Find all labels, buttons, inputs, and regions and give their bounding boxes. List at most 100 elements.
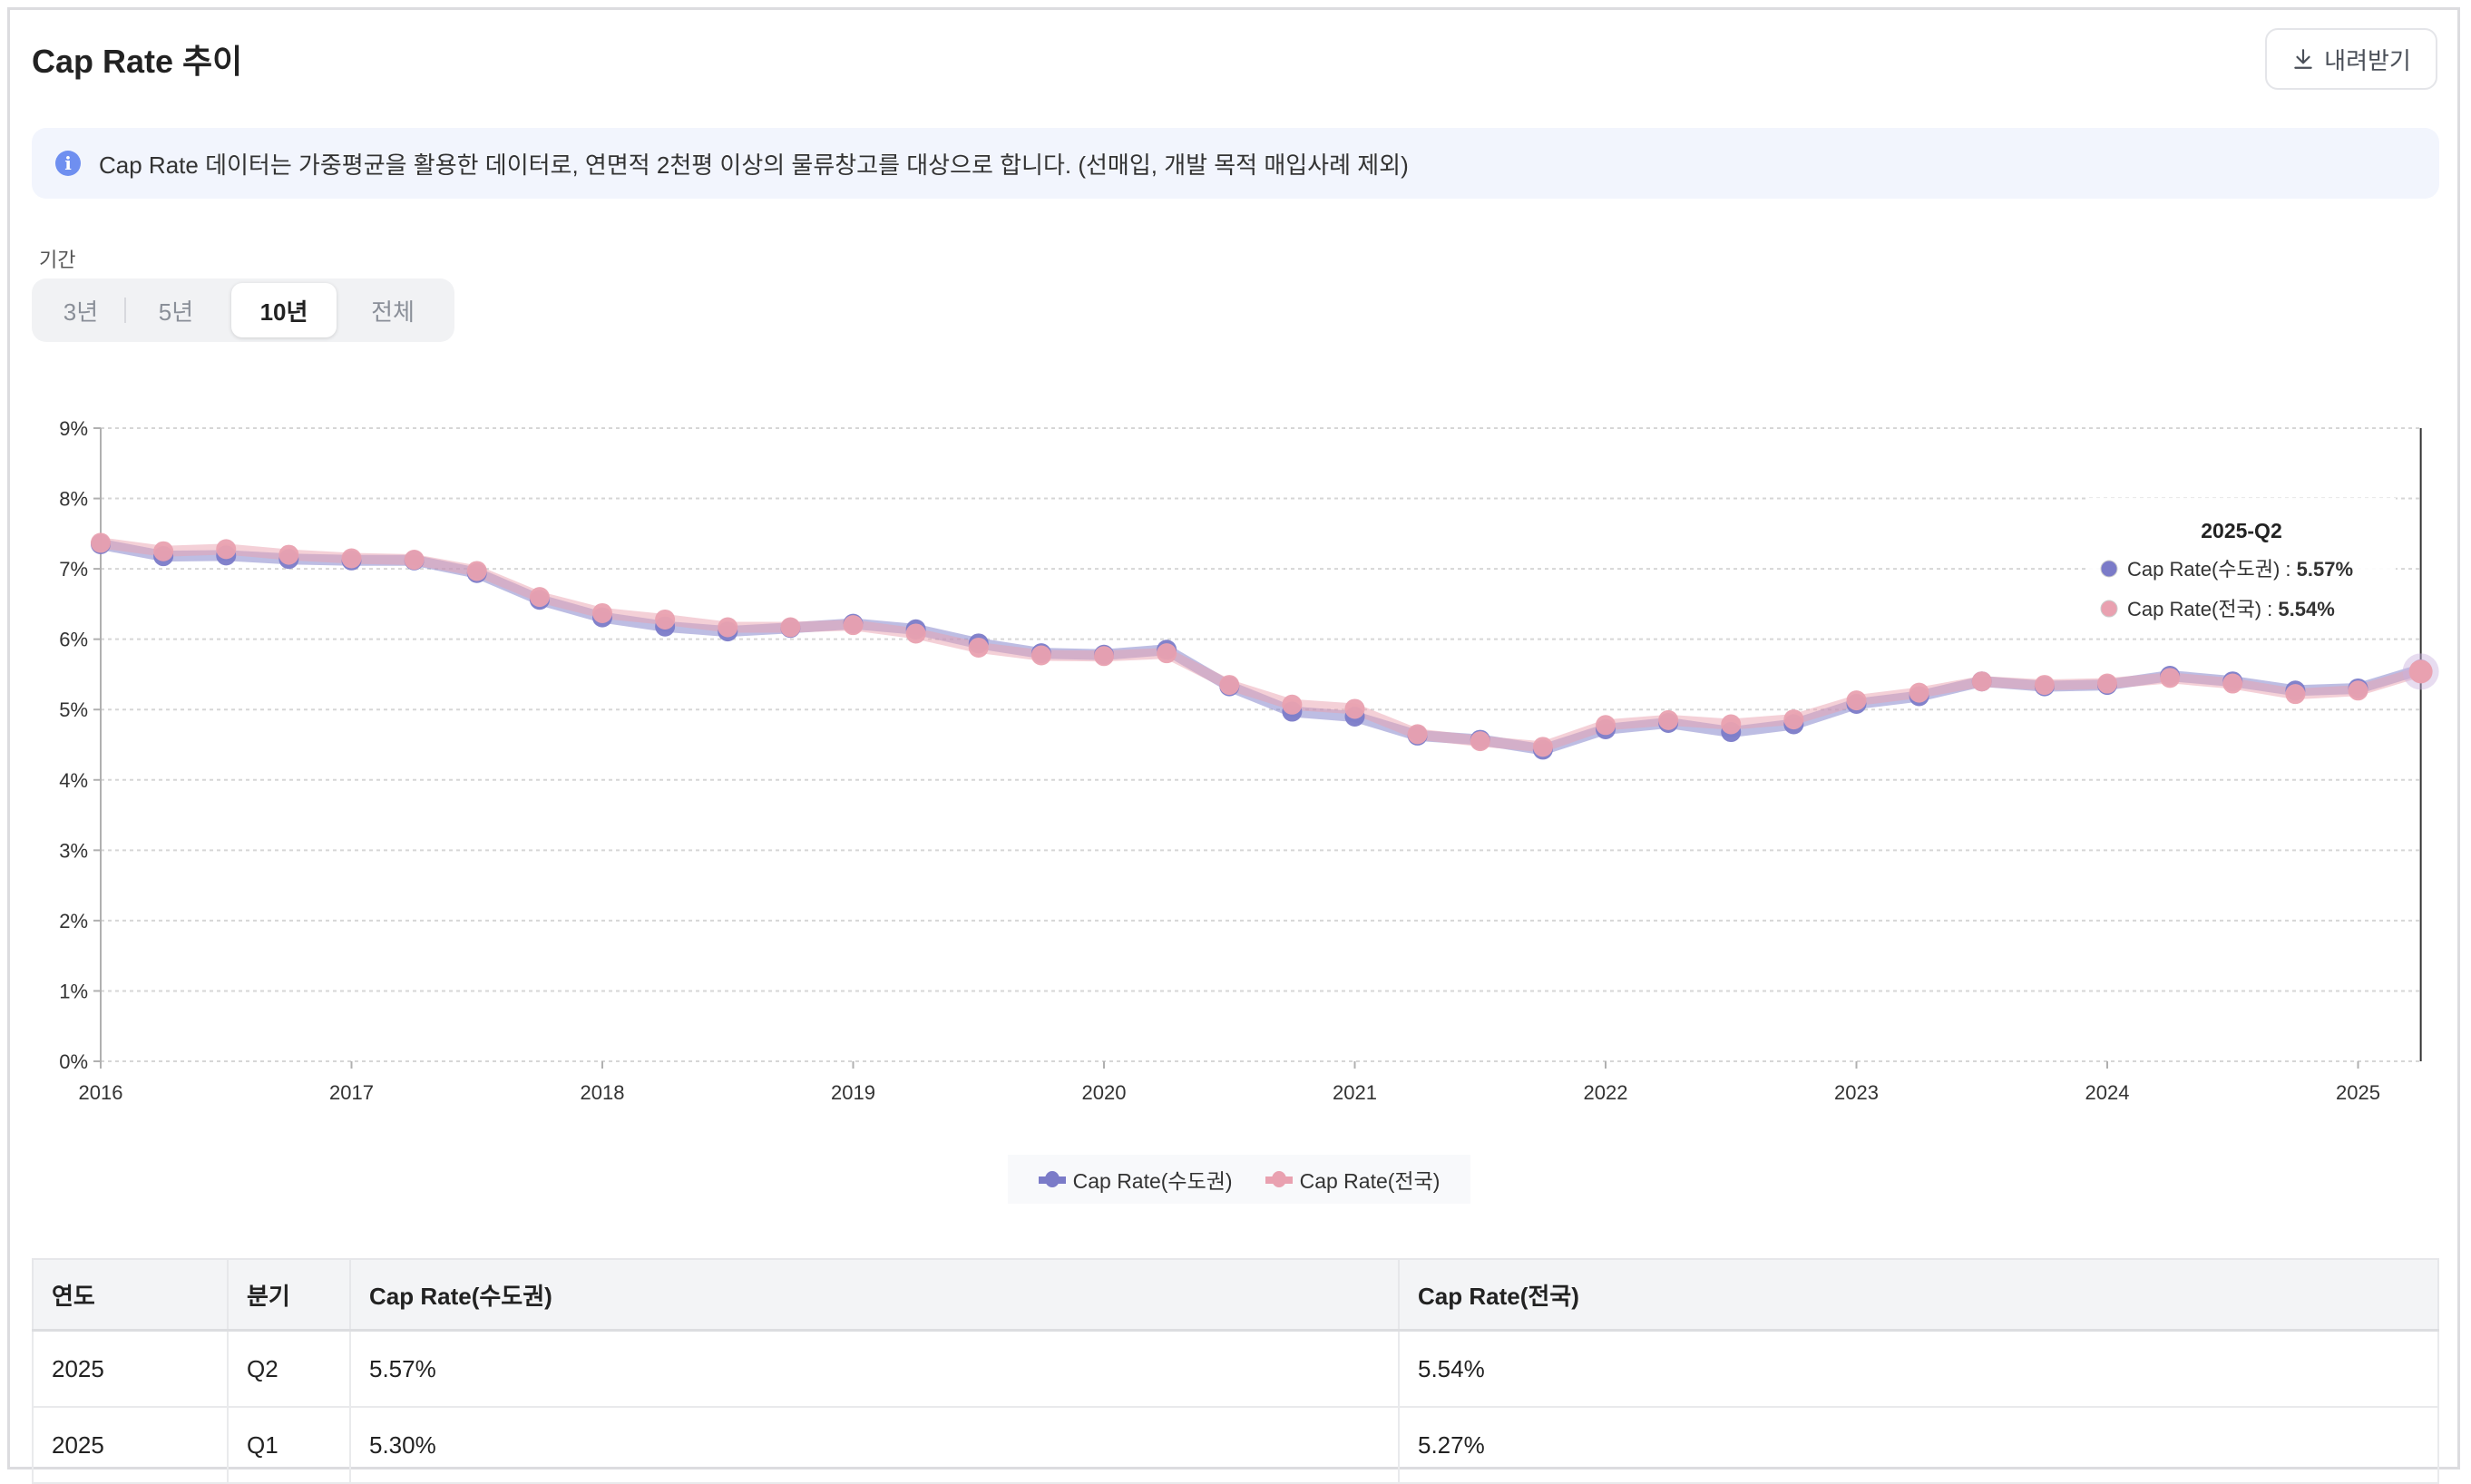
series-national-line <box>100 537 2423 753</box>
series-national-point[interactable] <box>2160 668 2181 688</box>
tooltip-marker-icon <box>2100 560 2118 578</box>
series-national-point[interactable] <box>1094 646 1114 667</box>
series-national-point[interactable] <box>905 623 926 644</box>
table-header-row: 연도 분기 Cap Rate(수도권) Cap Rate(전국) <box>32 1258 2439 1332</box>
series-national-point[interactable] <box>1407 724 1428 745</box>
series-national-point[interactable] <box>718 617 738 638</box>
series-national-point[interactable] <box>1219 675 1240 696</box>
series-national-point[interactable] <box>529 587 550 608</box>
series-national-point[interactable] <box>2034 675 2055 696</box>
series-national-point[interactable] <box>404 550 425 571</box>
cap-rate-card: Cap Rate 추이 내려받기 i Cap Rate 데이터는 가중평균을 활… <box>7 7 2463 1484</box>
legend-label-national: Cap Rate(전국) <box>1299 1169 1441 1193</box>
y-tick-label: 1% <box>59 980 88 1002</box>
series-national-point[interactable] <box>278 544 299 565</box>
segment-divider <box>124 298 126 323</box>
download-label: 내려받기 <box>2324 46 2411 74</box>
header-metro: Cap Rate(수도권) <box>349 1258 1400 1332</box>
series-national-point[interactable] <box>2285 684 2306 705</box>
y-tick-label: 7% <box>59 558 88 581</box>
tooltip-row: Cap Rate(수도권) : 5.57% <box>2127 558 2353 581</box>
cap-rate-table: 연도 분기 Cap Rate(수도권) Cap Rate(전국) 2025 Q2… <box>32 1258 2439 1484</box>
series-national-point[interactable] <box>1971 671 1992 692</box>
series-national-point[interactable] <box>1282 694 1303 715</box>
series-national-point[interactable] <box>1532 737 1553 757</box>
x-tick-label: 2022 <box>1584 1081 1628 1104</box>
legend-item-national[interactable]: Cap Rate(전국) <box>1265 1164 1441 1195</box>
x-tick-label: 2016 <box>79 1081 123 1104</box>
cell-year: 2025 <box>32 1406 229 1484</box>
info-banner: i Cap Rate 데이터는 가중평균을 활용한 데이터로, 연면적 2천평 … <box>32 128 2439 199</box>
period-option-3y[interactable]: 3년 <box>63 298 99 326</box>
series-national-point[interactable] <box>1344 698 1365 719</box>
period-option-5y[interactable]: 5년 <box>158 298 194 326</box>
y-tick-label: 0% <box>59 1050 88 1073</box>
cell-metro: 5.30% <box>349 1406 1400 1484</box>
y-tick-label: 2% <box>59 910 88 932</box>
period-selector: 3년 5년 10년 전체 <box>32 278 454 342</box>
cell-quarter: Q1 <box>227 1406 351 1484</box>
series-national-point[interactable] <box>1470 731 1490 752</box>
y-tick-label: 4% <box>59 769 88 792</box>
table-row: 2025 Q1 5.30% 5.27% <box>32 1406 2439 1484</box>
legend-swatch-national-icon <box>1265 1171 1293 1187</box>
cap-rate-line-chart[interactable]: 0% 1% 2% 3% 4% 5% 6% 7% 8% 9% 2016 2017 2018 2019 2020… <box>10 391 2463 1135</box>
info-text: Cap Rate 데이터는 가중평균을 활용한 데이터로, 연면적 2천평 이상… <box>99 151 1409 179</box>
x-tick-label: 2025 <box>2336 1081 2380 1104</box>
series-national-point[interactable] <box>2097 673 2117 694</box>
series-national-point[interactable] <box>1721 714 1742 735</box>
series-national-point[interactable] <box>466 561 487 581</box>
series-national-point[interactable] <box>1909 682 1929 703</box>
series-national-point[interactable] <box>655 609 676 630</box>
series-national-point[interactable] <box>341 548 362 569</box>
x-tick-label: 2024 <box>2085 1081 2130 1104</box>
period-option-10y[interactable]: 10년 <box>231 283 337 337</box>
legend-label-metro: Cap Rate(수도권) <box>1072 1169 1233 1193</box>
period-label: 기간 <box>39 249 76 271</box>
cell-national: 5.54% <box>1398 1329 2439 1408</box>
download-icon <box>2294 49 2312 69</box>
y-tick-label: 5% <box>59 698 88 721</box>
series-national-point[interactable] <box>1157 643 1177 664</box>
page-title: Cap Rate 추이 <box>32 43 243 80</box>
series-national-point[interactable] <box>968 637 989 658</box>
series-national-point[interactable] <box>1783 709 1804 730</box>
series-national-point[interactable] <box>592 602 612 623</box>
tooltip-row-value: 5.57% <box>2297 558 2353 581</box>
series-national-point[interactable] <box>2222 673 2243 694</box>
series-national-point[interactable] <box>843 615 864 636</box>
series-national-point[interactable] <box>1846 690 1867 711</box>
series-national-point[interactable] <box>2348 680 2368 701</box>
legend-swatch-metro-icon <box>1038 1171 1066 1187</box>
y-tick-label: 9% <box>59 417 88 440</box>
table-row: 2025 Q2 5.57% 5.54% <box>32 1329 2439 1408</box>
y-tick-label: 8% <box>59 488 88 511</box>
info-icon: i <box>55 151 81 176</box>
x-tick-label: 2023 <box>1834 1081 1879 1104</box>
series-national-point[interactable] <box>216 539 237 560</box>
header-year: 연도 <box>32 1258 229 1332</box>
series-national-point[interactable] <box>1658 709 1679 730</box>
y-tick-label: 6% <box>59 629 88 651</box>
highlight-point[interactable] <box>2408 659 2433 684</box>
period-option-all[interactable]: 전체 <box>371 298 415 326</box>
series-national-point[interactable] <box>153 541 174 561</box>
download-button[interactable]: 내려받기 <box>2265 28 2437 90</box>
x-tick-label: 2020 <box>1082 1081 1127 1104</box>
series-national-point[interactable] <box>780 617 801 638</box>
series-national-point[interactable] <box>1596 715 1616 736</box>
x-tick-label: 2019 <box>831 1081 875 1104</box>
chart-legend: Cap Rate(수도권) Cap Rate(전국) <box>1008 1155 1470 1204</box>
tooltip-row-value: 5.54% <box>2278 598 2334 620</box>
series-national-point[interactable] <box>91 532 111 553</box>
tooltip-row-label: Cap Rate(전국) : <box>2127 598 2278 620</box>
tooltip-title: 2025-Q2 <box>2201 519 2282 542</box>
tooltip-marker-icon <box>2100 600 2118 618</box>
x-tick-label: 2018 <box>581 1081 625 1104</box>
cell-metro: 5.57% <box>349 1329 1400 1408</box>
cell-quarter: Q2 <box>227 1329 351 1408</box>
y-tick-label: 3% <box>59 839 88 862</box>
series-national-point[interactable] <box>1030 645 1051 666</box>
header-quarter: 분기 <box>227 1258 351 1332</box>
legend-item-metro[interactable]: Cap Rate(수도권) <box>1038 1164 1233 1195</box>
